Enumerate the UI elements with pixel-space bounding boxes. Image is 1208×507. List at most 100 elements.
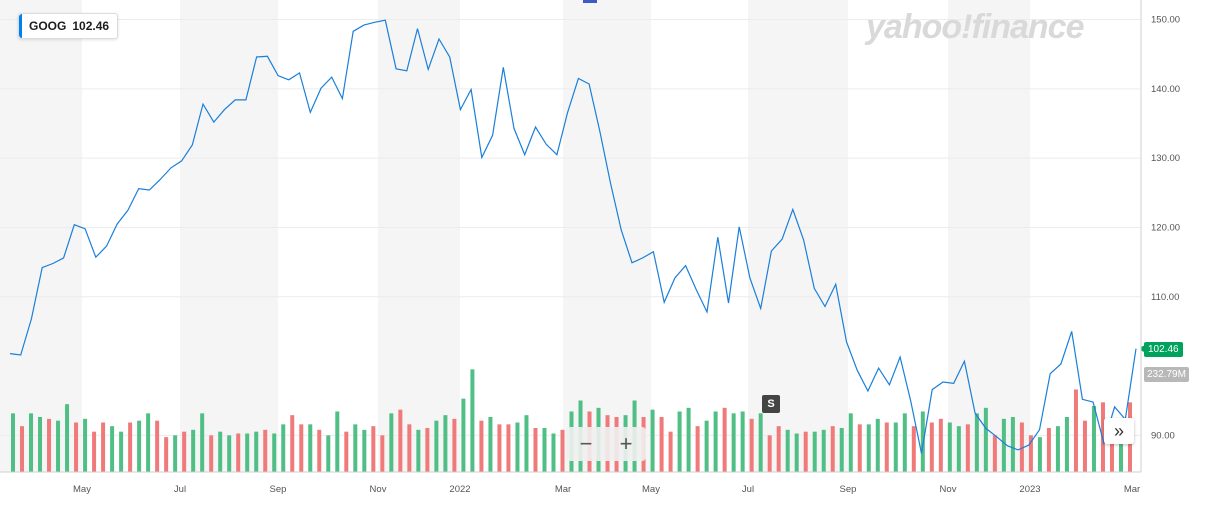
ticker-color-bar	[19, 14, 22, 38]
range-handle[interactable]	[583, 0, 597, 3]
volume-bar	[416, 429, 421, 472]
volume-bar	[776, 426, 781, 472]
volume-bar	[920, 411, 925, 472]
volume-bar	[254, 431, 259, 472]
volume-bar	[326, 435, 331, 472]
volume-bar	[974, 413, 979, 472]
volume-bar	[398, 409, 403, 472]
volume-bar	[1082, 420, 1087, 472]
volume-bar	[668, 431, 673, 472]
volume-bar	[1091, 406, 1096, 472]
y-axis-ticks: 150.00 140.00 130.00 120.00 110.00 90.00	[1151, 15, 1180, 442]
volume-bar	[533, 428, 538, 472]
volume-bar	[308, 424, 313, 472]
volume-bar	[110, 426, 115, 472]
month-band	[748, 0, 848, 472]
volume-bar	[191, 429, 196, 472]
volume-bar	[713, 411, 718, 472]
volume-bar	[1100, 402, 1105, 472]
volume-bar	[731, 413, 736, 472]
scroll-right-icon[interactable]: »	[1104, 418, 1134, 444]
volume-bar	[560, 429, 565, 472]
x-tick-label: 2023	[1019, 484, 1040, 495]
y-tick-label: 110.00	[1151, 292, 1179, 303]
volume-bar	[38, 417, 43, 472]
volume-bar	[515, 422, 520, 472]
last-price-tag: 102.46	[1144, 342, 1183, 357]
volume-bar	[929, 422, 934, 472]
volume-bar	[875, 418, 880, 472]
volume-bar	[866, 424, 871, 472]
ticker-price: 102.46	[72, 19, 110, 33]
volume-bar	[893, 422, 898, 472]
volume-bar	[1064, 417, 1069, 472]
volume-bar	[362, 429, 367, 472]
volume-bar	[758, 413, 763, 472]
volume-bar	[263, 429, 268, 472]
volume-bar	[209, 435, 214, 472]
volume-bar	[956, 426, 961, 472]
volume-bar	[236, 433, 241, 472]
volume-bar	[1118, 420, 1123, 472]
volume-bar	[443, 415, 448, 472]
volume-bar	[812, 431, 817, 472]
volume-bar	[488, 417, 493, 472]
volume-bar	[452, 418, 457, 472]
volume-bar	[11, 413, 16, 472]
volume-bar	[461, 398, 466, 472]
zoom-controls: − +	[566, 427, 646, 461]
volume-bar	[479, 420, 484, 472]
volume-bar	[659, 417, 664, 472]
y-tick-label: 90.00	[1151, 430, 1175, 441]
volume-bar	[857, 424, 862, 472]
volume-bar	[218, 431, 223, 472]
volume-bar	[407, 424, 412, 472]
x-tick-label: Nov	[370, 484, 387, 495]
volume-bar	[506, 424, 511, 472]
volume-bar	[119, 431, 124, 472]
x-tick-label: May	[642, 484, 660, 495]
volume-bar	[47, 418, 52, 472]
volume-bar	[1037, 437, 1042, 472]
volume-bar	[380, 435, 385, 472]
volume-bar	[155, 420, 160, 472]
volume-bar	[83, 418, 88, 472]
volume-bar	[767, 435, 772, 472]
x-tick-label: Nov	[940, 484, 957, 495]
volume-bar	[245, 433, 250, 472]
volume-bar	[317, 429, 322, 472]
month-band	[948, 0, 1030, 472]
month-bands	[0, 0, 1030, 472]
volume-bar	[335, 411, 340, 472]
volume-bar	[524, 415, 529, 472]
x-tick-label: May	[73, 484, 91, 495]
volume-bar	[695, 426, 700, 472]
volume-bar	[56, 420, 61, 472]
volume-bar	[470, 369, 475, 472]
volume-bar	[983, 407, 988, 472]
zoom-in-button[interactable]: +	[619, 431, 633, 456]
volume-bar	[704, 420, 709, 472]
volume-bar	[101, 422, 106, 472]
volume-bar	[794, 433, 799, 472]
volume-bar	[992, 435, 997, 472]
ticker-badge[interactable]: GOOG 102.46	[18, 13, 119, 39]
volume-bar	[425, 428, 430, 472]
volume-bar	[173, 435, 178, 472]
y-tick-label: 150.00	[1151, 15, 1180, 26]
volume-bar	[353, 424, 358, 472]
month-band	[378, 0, 460, 472]
volume-bar	[803, 431, 808, 472]
zoom-out-button[interactable]: −	[579, 431, 593, 456]
volume-bar	[1010, 417, 1015, 472]
split-marker[interactable]: S	[762, 395, 780, 413]
volume-bar	[902, 413, 907, 472]
month-band	[180, 0, 278, 472]
volume-bar	[848, 413, 853, 472]
volume-bar	[65, 404, 70, 472]
volume-bar	[1019, 422, 1024, 472]
volume-bar	[686, 407, 691, 472]
volume-bar	[299, 424, 304, 472]
volume-bar	[290, 415, 295, 472]
